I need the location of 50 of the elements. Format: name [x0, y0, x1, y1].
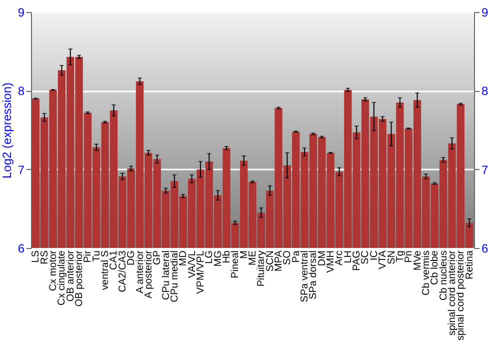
- x-tick-label: MVe: [412, 250, 424, 271]
- x-tick-label: Tg: [394, 250, 406, 262]
- x-tick-label: A posterior: [143, 250, 154, 298]
- x-tick-label: OB posterior: [74, 250, 86, 307]
- y2-tick-label: 7: [482, 162, 488, 177]
- y2-tick-label: 6: [482, 242, 488, 256]
- x-tick-label: RS: [39, 250, 50, 264]
- y-tick-label: 7: [18, 162, 25, 177]
- x-tick-label: Pir: [82, 250, 94, 263]
- y-tick-label: 9: [18, 6, 25, 20]
- x-tick-label: CPu medial: [169, 250, 180, 302]
- x-tick-label: GP: [152, 250, 164, 265]
- y-tick-label: 6: [18, 242, 25, 256]
- x-tick-label: DM: [316, 250, 328, 266]
- x-tick-label: IC: [368, 250, 380, 260]
- x-tick-label: Cb nucleus: [438, 250, 450, 301]
- x-tick-label: Pineal: [230, 250, 242, 278]
- x-tick-label: Cb vermis: [420, 250, 432, 296]
- y-tick-label: 8: [18, 84, 25, 98]
- y2-tick-label: 8: [482, 84, 488, 98]
- x-tick-label: SN: [386, 250, 398, 264]
- x-tick-label: Cb lobe: [430, 250, 441, 285]
- x-tick-label: OB anterior: [65, 250, 76, 302]
- x-tick-label: SC: [360, 250, 372, 264]
- x-tick-label: SO: [282, 250, 294, 265]
- x-tick-label: ME: [248, 250, 258, 266]
- x-tick-label: LS: [30, 250, 42, 263]
- x-tick-label: Hb: [221, 250, 232, 264]
- x-tick-label: spinal cord posterior: [456, 250, 467, 341]
- x-tick-label: LH: [342, 250, 354, 264]
- y-axis-title: Log2 (expression): [0, 82, 14, 179]
- x-tick-label: CA1: [108, 250, 120, 270]
- x-tick-label: spinal cord anterior: [446, 250, 458, 336]
- x-tick-label: VPM/VPL: [195, 250, 206, 294]
- x-tick-label: M: [238, 250, 250, 259]
- x-tick-label: Tu: [91, 250, 102, 262]
- x-tick-label: Pn: [404, 250, 415, 263]
- x-tick-label: Cx cingulate: [56, 250, 68, 306]
- x-tick-label: CA2/CA3: [117, 250, 128, 292]
- y2-tick-label: 9: [482, 6, 488, 20]
- x-tick-label: DG: [126, 250, 138, 266]
- x-tick-label: SCN: [264, 250, 276, 272]
- x-tick-label: Arc: [334, 250, 346, 266]
- x-tick-label: Pituitary: [256, 250, 268, 287]
- x-tick-label: VTA: [378, 250, 389, 270]
- x-tick-label: LG: [204, 250, 216, 264]
- x-tick-label: A anterior: [134, 250, 146, 294]
- x-tick-label: Retina: [464, 250, 476, 280]
- x-tick-label: SPa dorsal: [308, 250, 320, 300]
- x-tick-label: Pa: [290, 250, 302, 263]
